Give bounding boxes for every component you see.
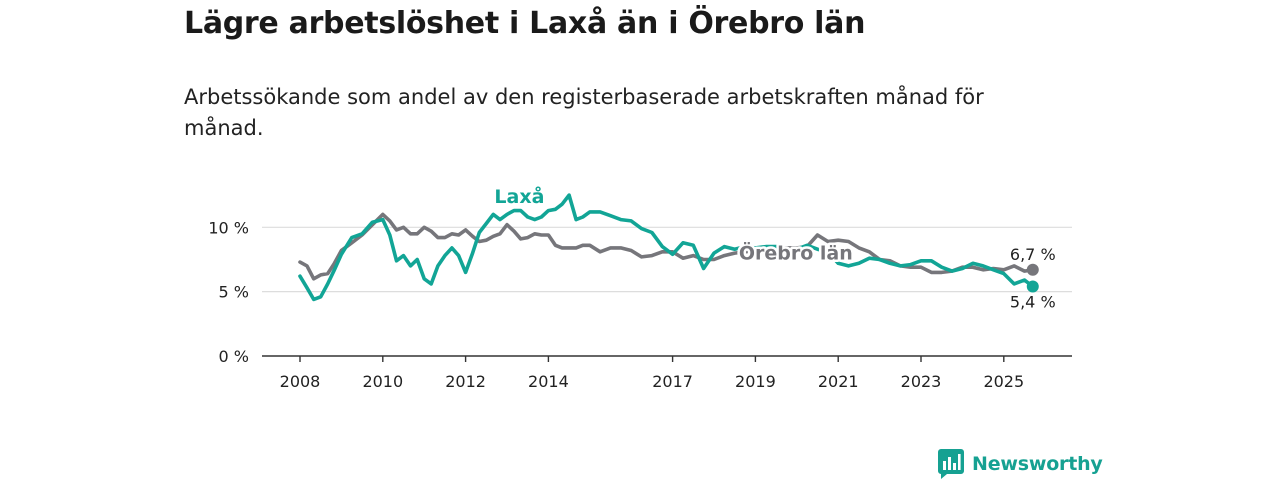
x-tick-label: 2014 bbox=[528, 372, 569, 391]
y-tick-label: 5 % bbox=[219, 283, 249, 302]
x-tick-label: 2012 bbox=[445, 372, 486, 391]
series-lines bbox=[298, 193, 1039, 302]
newsworthy-logo-icon bbox=[938, 449, 964, 479]
x-tick-label: 2021 bbox=[818, 372, 859, 391]
series-line-orebro bbox=[298, 212, 1035, 281]
series-line-laxa bbox=[298, 193, 1035, 302]
x-tick-label: 2023 bbox=[901, 372, 942, 391]
series-label-halo: Örebro län bbox=[739, 240, 853, 264]
end-value-label: 5,4 % bbox=[1010, 293, 1056, 312]
y-tick-label: 0 % bbox=[219, 347, 249, 366]
series-end-point bbox=[1026, 263, 1039, 276]
series-label-orebro: Örebro län bbox=[739, 240, 853, 264]
series-label-laxa: Laxå bbox=[494, 184, 544, 208]
newsworthy-brand[interactable]: Newsworthy bbox=[938, 449, 1103, 479]
series-label-halo: Laxå bbox=[494, 184, 544, 208]
brand-name: Newsworthy bbox=[972, 453, 1103, 475]
x-tick-label: 2017 bbox=[652, 372, 693, 391]
end-value-label: 6,7 % bbox=[1010, 245, 1056, 264]
y-axis-ticks: 0 % 5 % 10 % bbox=[208, 218, 249, 366]
x-axis-ticks: 2008 2010 2012 2014 2017 2019 2021 2023 2025 bbox=[280, 356, 1024, 391]
x-tick-label: 2025 bbox=[983, 372, 1024, 391]
x-tick-label: 2019 bbox=[735, 372, 776, 391]
x-tick-label: 2008 bbox=[280, 372, 321, 391]
y-tick-label: 10 % bbox=[208, 218, 249, 237]
chart-subtitle: Arbetssökande som andel av den registerb… bbox=[184, 85, 984, 140]
series-end-point bbox=[1026, 280, 1039, 293]
x-tick-label: 2010 bbox=[362, 372, 403, 391]
chart-title: Lägre arbetslöshet i Laxå än i Örebro lä… bbox=[184, 6, 866, 41]
gridlines bbox=[262, 226, 1072, 357]
